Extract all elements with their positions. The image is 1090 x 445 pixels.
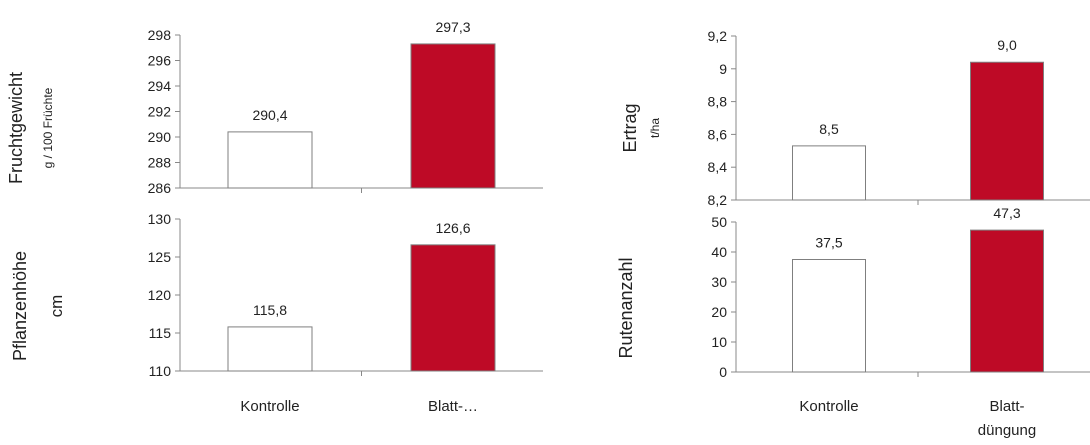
chart-3: 8,2 8,4 8,6 8,8 9 9,2 8,5 9,0 Ertrag t/ha: [620, 28, 1090, 208]
y-tick-label: 294: [148, 78, 172, 94]
x-category-label: Kontrolle: [799, 398, 858, 415]
bar-kontrolle: [792, 259, 866, 373]
y-axis-title: Fruchtgewicht: [6, 72, 26, 184]
data-label: 9,0: [997, 37, 1017, 53]
chart-4: 0 10 20 30 40 50 37,5 47,3 Kontrolle Blatt-düngun…: [616, 205, 1090, 439]
y-tick-label: 286: [148, 180, 172, 196]
y-tick-label: 288: [148, 155, 172, 171]
y-axis-unit: cm: [47, 295, 66, 318]
chart-1: 286 288 290 292 294 296 298 290,4 297,3 Fruchtgew…: [6, 19, 543, 196]
x-category-label: Kontrolle: [240, 398, 299, 415]
data-label: 126,6: [435, 220, 470, 236]
bar-kontrolle: [227, 326, 313, 372]
bar-blattduengung: [970, 61, 1044, 201]
y-tick-label: 290: [148, 129, 172, 145]
data-label: 37,5: [815, 235, 842, 251]
y-tick-label: 120: [148, 287, 172, 303]
y-tick-label: 30: [711, 274, 727, 290]
bar-kontrolle: [792, 145, 866, 201]
chart-2: 110 115 120 125 130 115,8 126,6 Kontrolle Blatt-…: [10, 211, 543, 415]
x-category-label: Blatt-…: [428, 398, 478, 415]
y-tick-label: 115: [149, 325, 172, 341]
y-tick-label: 0: [719, 364, 727, 380]
y-axis-unit: t/ha: [648, 118, 662, 138]
y-tick-label: 8,8: [708, 94, 728, 110]
y-tick-label: 40: [711, 244, 727, 260]
y-axis-title: Pflanzenhöhe: [10, 251, 30, 361]
data-label: 47,3: [993, 205, 1020, 221]
y-axis-title: Ertrag: [620, 103, 640, 152]
y-tick-label: 125: [148, 249, 172, 265]
y-tick-label: 50: [711, 214, 727, 230]
y-tick-label: 8,4: [708, 159, 728, 175]
data-label: 115,8: [253, 302, 287, 318]
data-label: 8,5: [819, 121, 839, 137]
y-tick-label: 292: [148, 104, 172, 120]
data-label: 290,4: [252, 107, 287, 123]
y-tick-label: 10: [711, 334, 727, 350]
y-tick-label: 9: [719, 61, 727, 77]
bar-blattduengung: [970, 229, 1044, 373]
y-tick-label: 20: [711, 304, 727, 320]
y-tick-label: 8,2: [708, 192, 728, 208]
y-axis-unit: g / 100 Früchte: [41, 87, 55, 168]
bar-blattduengung: [410, 43, 496, 189]
x-category-label: Blatt-düngung: [978, 398, 1036, 439]
bar-kontrolle: [227, 131, 313, 189]
y-tick-label: 130: [148, 211, 172, 227]
y-axis-title: Rutenanzahl: [616, 257, 636, 358]
bar-blattduengung: [410, 244, 496, 372]
y-tick-label: 9,2: [708, 28, 728, 44]
y-tick-label: 296: [148, 53, 172, 69]
y-tick-label: 298: [148, 27, 172, 43]
y-tick-label: 8,6: [708, 126, 728, 142]
y-tick-label: 110: [149, 363, 172, 379]
data-label: 297,3: [435, 19, 470, 35]
